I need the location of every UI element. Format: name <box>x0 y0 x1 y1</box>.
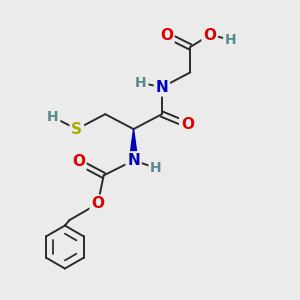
Text: H: H <box>47 110 59 124</box>
Text: O: O <box>91 196 104 211</box>
Text: H: H <box>225 32 236 46</box>
Text: O: O <box>203 28 216 43</box>
Text: N: N <box>156 80 168 95</box>
Text: O: O <box>181 117 194 132</box>
Text: O: O <box>160 28 173 43</box>
Text: H: H <box>135 76 147 90</box>
Text: N: N <box>127 153 140 168</box>
Text: O: O <box>72 154 85 169</box>
Text: S: S <box>71 122 82 136</box>
Polygon shape <box>129 129 138 160</box>
Text: H: H <box>150 161 162 175</box>
